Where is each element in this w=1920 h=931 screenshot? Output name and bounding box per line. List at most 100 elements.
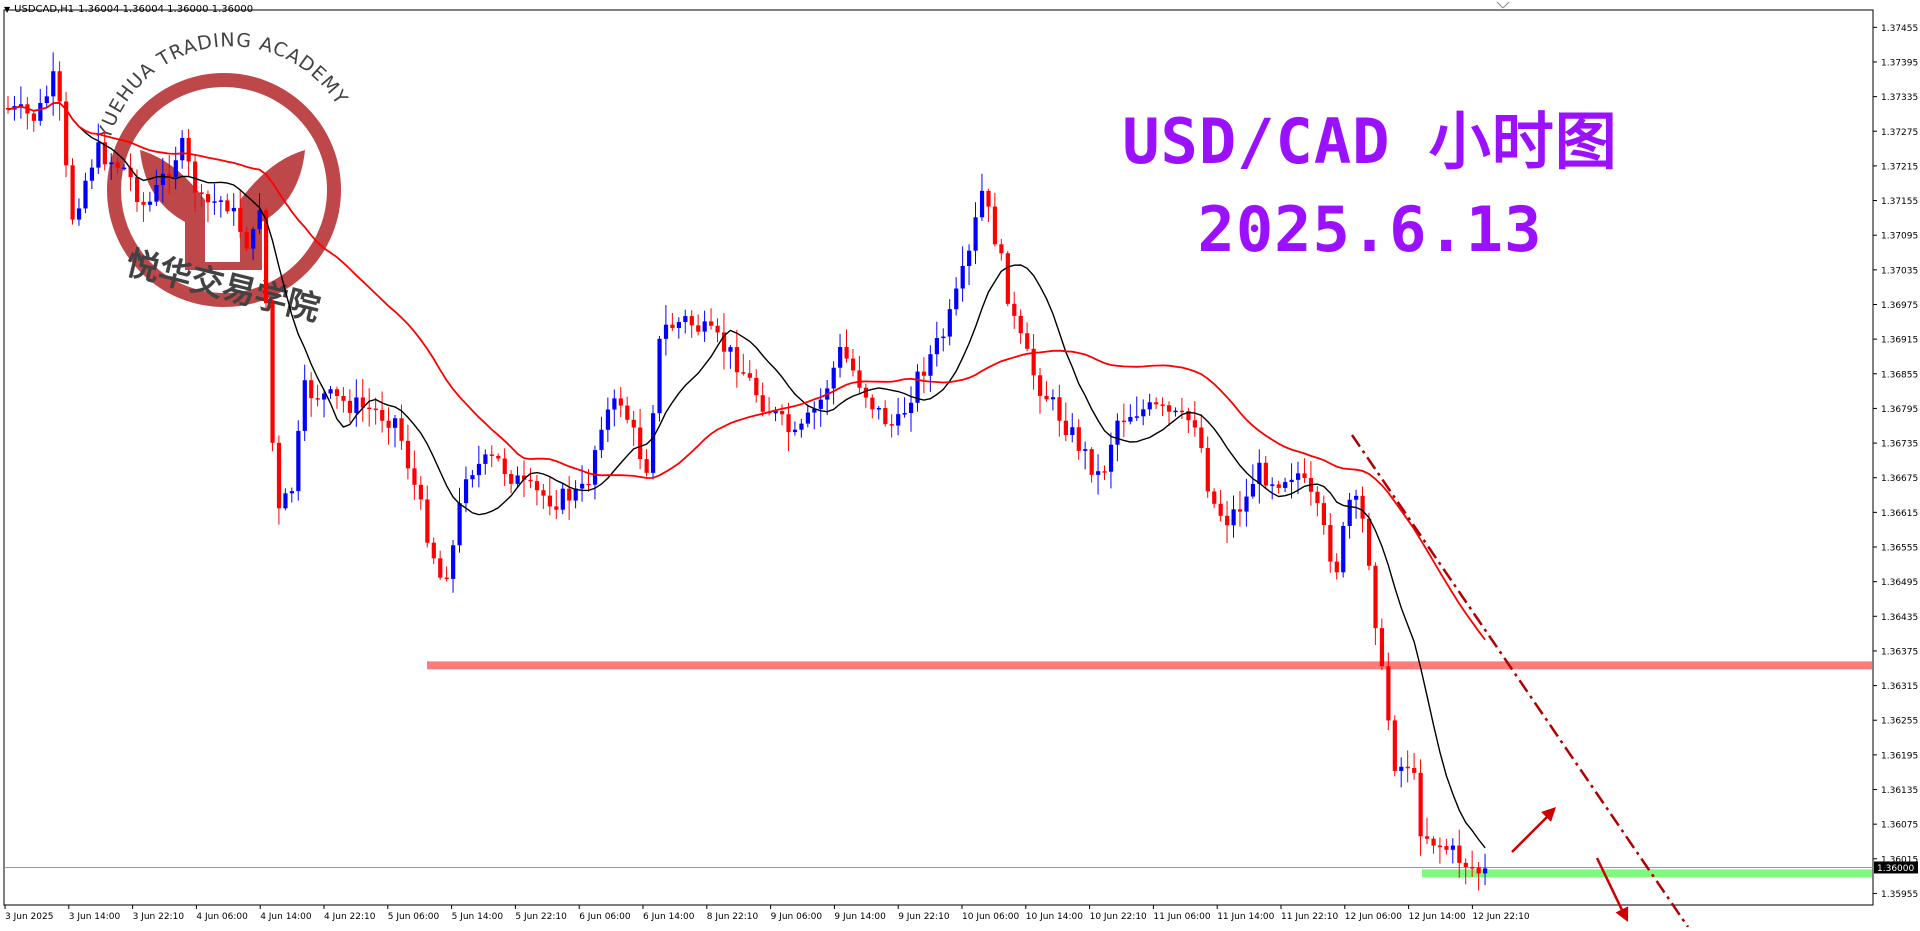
candle-body	[728, 347, 733, 352]
candle-body	[322, 393, 327, 400]
x-tick-label: 9 Jun 22:10	[898, 912, 950, 922]
candle-body	[1463, 862, 1468, 867]
candle-body	[328, 389, 333, 394]
arrow-down-icon	[1615, 906, 1629, 922]
candle-body	[1192, 420, 1197, 428]
y-tick-label: 1.36495	[1881, 578, 1918, 588]
candle-body	[1418, 772, 1423, 837]
y-tick-label: 1.37275	[1881, 128, 1918, 138]
trendline[interactable]	[1350, 434, 1690, 928]
candle-body	[51, 71, 56, 97]
y-tick-label: 1.36555	[1881, 544, 1918, 554]
candle-body	[773, 411, 778, 414]
candle-body	[1341, 525, 1346, 573]
candle-body	[657, 338, 662, 414]
candle-body	[709, 321, 714, 326]
candle-body	[1134, 416, 1139, 418]
y-tick-label: 1.36975	[1881, 301, 1918, 311]
x-tick-label: 12 Jun 22:10	[1472, 912, 1529, 922]
y-tick-label: 1.37455	[1881, 24, 1918, 34]
candle-body	[1057, 397, 1062, 421]
candle-body	[1205, 448, 1210, 492]
candle-body	[231, 207, 236, 212]
candle-body	[451, 545, 456, 579]
candle-body	[915, 371, 920, 403]
x-tick-label: 5 Jun 06:00	[388, 912, 440, 922]
caret-down-icon[interactable]: ▼	[4, 5, 11, 14]
candle-body	[205, 194, 211, 203]
x-tick-label: 12 Jun 06:00	[1345, 912, 1402, 922]
candle-body	[244, 231, 249, 249]
candle-body	[612, 398, 617, 410]
candle-body	[1018, 315, 1023, 334]
y-tick-label: 1.36915	[1881, 336, 1918, 346]
candle-body	[1231, 509, 1236, 526]
scroll-marker-icon[interactable]	[1496, 1, 1504, 9]
candle-body	[141, 202, 146, 205]
candle-body	[1296, 473, 1301, 480]
candle-body	[386, 420, 391, 428]
candle-body	[1070, 427, 1075, 435]
y-tick-label: 1.36855	[1881, 370, 1918, 380]
candle-body	[251, 229, 256, 249]
candle-body	[225, 200, 230, 212]
y-tick-label: 1.36435	[1881, 613, 1918, 623]
candle-body	[1399, 766, 1404, 771]
candle-body	[1476, 867, 1481, 874]
candle-body	[676, 322, 681, 328]
candle-body	[193, 161, 198, 193]
candle-body	[541, 490, 546, 496]
y-tick-label: 1.37335	[1881, 93, 1918, 103]
y-tick-label: 1.37215	[1881, 162, 1918, 172]
logo-text-bottom: 悦华交易学院	[122, 243, 324, 329]
candle-body	[644, 459, 649, 473]
y-tick-label: 1.36735	[1881, 440, 1918, 450]
x-tick-label: 5 Jun 14:00	[452, 912, 504, 922]
candle-body	[702, 321, 707, 332]
arrow-up-icon	[1541, 807, 1556, 822]
candle-body	[780, 411, 785, 415]
candle-body	[154, 184, 159, 202]
candle-body	[393, 418, 398, 428]
candle-body	[109, 162, 114, 165]
candle-body	[1025, 333, 1030, 349]
candle-body	[418, 484, 423, 500]
candle-body	[1179, 410, 1185, 413]
candle-body	[876, 407, 881, 410]
candle-body	[457, 503, 462, 546]
candle-body	[1038, 375, 1043, 396]
candle-body	[496, 455, 501, 459]
candle-body	[315, 398, 320, 400]
candle-body	[1218, 503, 1223, 516]
candle-body	[818, 399, 823, 409]
candle-body	[270, 303, 275, 443]
y-tick-label: 1.36195	[1881, 751, 1918, 761]
candle-body	[638, 427, 643, 460]
y-tick-label: 1.37035	[1881, 266, 1918, 276]
x-tick-label: 4 Jun 06:00	[196, 912, 248, 922]
candle-body	[502, 458, 507, 474]
candles	[6, 52, 1488, 891]
candle-body	[522, 475, 527, 480]
candle-body	[954, 288, 959, 310]
x-tick-label: 9 Jun 06:00	[771, 912, 823, 922]
candle-body	[309, 380, 314, 399]
candle-body	[1425, 836, 1430, 839]
candle-body	[1154, 402, 1159, 405]
candle-body	[1005, 253, 1010, 304]
candle-body	[115, 162, 120, 168]
candle-body	[1263, 462, 1268, 486]
candle-body	[921, 371, 927, 376]
candle-body	[147, 201, 153, 205]
candle-body	[257, 210, 262, 230]
candle-body	[64, 101, 69, 166]
candle-body	[180, 137, 185, 161]
candle-body	[1225, 515, 1230, 526]
x-tick-label: 12 Jun 14:00	[1409, 912, 1466, 922]
y-tick-label: 1.36255	[1881, 717, 1918, 727]
candle-body	[135, 177, 140, 203]
candle-body	[979, 190, 985, 218]
